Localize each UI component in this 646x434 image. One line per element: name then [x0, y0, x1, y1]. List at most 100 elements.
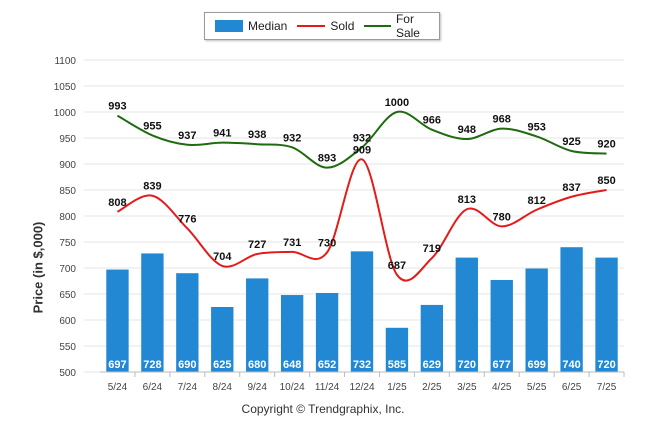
for-sale-value-label: 925 [562, 136, 580, 148]
y-tick-label: 500 [59, 368, 76, 379]
for-sale-value-label: 1000 [385, 97, 409, 109]
for-sale-value-label: 932 [283, 132, 301, 144]
legend-label-for-sale: For Sale [395, 12, 420, 40]
y-tick-label: 750 [59, 238, 76, 249]
sold-value-label: 909 [353, 144, 371, 156]
legend-item-median[interactable]: Median [215, 19, 287, 33]
y-tick-label: 1050 [54, 82, 77, 93]
median-bar [455, 257, 478, 372]
median-bar [141, 253, 164, 372]
legend: Median Sold For Sale [204, 12, 440, 40]
median-bar [280, 295, 304, 372]
for-sale-value-label: 955 [143, 120, 161, 132]
line-series [116, 110, 607, 282]
y-tick-label: 1100 [54, 56, 76, 67]
x-tick-label: 5/24 [108, 382, 128, 393]
x-tick-label: 8/24 [213, 382, 233, 393]
legend-item-for-sale[interactable]: For Sale [364, 12, 439, 40]
x-tick-label: 6/25 [562, 382, 582, 393]
median-bar [490, 279, 513, 372]
median-value-label: 677 [493, 359, 511, 371]
x-tick-label: 4/25 [492, 382, 512, 393]
median-value-label: 740 [562, 359, 580, 371]
median-value-label: 699 [527, 359, 545, 371]
legend-label-sold: Sold [330, 19, 355, 33]
x-tick-label: 6/24 [143, 382, 163, 393]
y-tick-label: 550 [59, 342, 76, 353]
median-bar [106, 269, 129, 372]
median-bar [350, 251, 374, 372]
median-bar [595, 257, 618, 372]
median-value-label: 648 [283, 359, 301, 371]
x-tick-label: 10/24 [280, 382, 305, 393]
for-sale-value-label: 938 [248, 129, 266, 141]
x-tick-label: 11/24 [315, 382, 340, 393]
y-tick-label: 650 [59, 290, 76, 301]
median-value-label: 720 [597, 359, 615, 371]
x-tick-label: 7/25 [597, 382, 617, 393]
sold-value-label: 727 [248, 239, 266, 251]
median-value-label: 697 [108, 359, 126, 371]
for-sale-value-label: 953 [527, 121, 545, 133]
sold-value-label: 704 [213, 251, 232, 263]
median-value-label: 652 [318, 359, 336, 371]
sold-value-label: 808 [108, 197, 126, 209]
y-tick-label: 900 [59, 160, 76, 171]
y-tick-label: 600 [59, 316, 76, 327]
median-value-label: 732 [353, 359, 371, 371]
for-sale-value-label: 941 [213, 128, 231, 140]
median-value-label: 625 [213, 359, 231, 371]
for-sale-swatch [364, 25, 391, 27]
sold-value-label: 813 [458, 194, 476, 206]
for-sale-value-label: 937 [178, 130, 196, 142]
y-axis: 500 550 600 650 700 750 800 850 900 950 1000 1050 11… [54, 56, 77, 379]
median-bar [420, 304, 444, 372]
x-tick-label: 12/24 [349, 382, 374, 393]
sold-value-label: 850 [597, 175, 615, 187]
for-sale-value-label: 966 [423, 115, 441, 127]
for-sale-value-label: 948 [458, 124, 476, 136]
x-tick-label: 9/24 [247, 382, 267, 393]
median-value-label: 720 [458, 359, 476, 371]
for-sale-line [116, 110, 607, 169]
sold-value-label: 719 [423, 243, 441, 255]
y-tick-label: 1000 [54, 108, 77, 119]
median-bar [385, 327, 409, 372]
sold-value-label: 837 [562, 182, 580, 194]
for-sale-value-label: 893 [318, 153, 336, 165]
for-sale-value-label: 932 [353, 132, 371, 144]
x-tick-label: 2/25 [422, 382, 442, 393]
x-tick-label: 3/25 [457, 382, 477, 393]
sold-value-label: 780 [493, 211, 511, 223]
median-bar [246, 278, 269, 372]
sold-value-label: 687 [388, 260, 406, 272]
sold-value-label: 812 [527, 195, 545, 207]
y-tick-label: 800 [59, 212, 76, 223]
for-sale-value-label: 993 [108, 101, 126, 113]
legend-item-sold[interactable]: Sold [297, 19, 354, 33]
median-bar [315, 292, 339, 372]
sold-value-label: 776 [178, 213, 196, 225]
median-bar [560, 247, 583, 372]
y-tick-label: 700 [59, 264, 76, 275]
data-labels: 697 728 690 625 680 648 652 732 585 629 720 677 699 7… [108, 97, 615, 371]
median-bars [106, 247, 618, 372]
sold-value-label: 839 [143, 181, 161, 193]
median-value-label: 680 [248, 359, 266, 371]
legend-label-median: Median [248, 19, 288, 33]
y-tick-label: 950 [59, 134, 76, 145]
median-bar [525, 268, 548, 372]
median-value-label: 585 [388, 359, 406, 371]
median-swatch [215, 20, 243, 32]
median-bar [211, 307, 234, 372]
for-sale-value-label: 920 [597, 139, 615, 151]
sold-value-label: 731 [283, 237, 301, 249]
median-value-label: 629 [423, 359, 441, 371]
sold-swatch [297, 25, 326, 27]
for-sale-value-label: 968 [493, 114, 511, 126]
sold-line [116, 158, 607, 282]
copyright-text: Copyright © Trendgraphix, Inc. [241, 402, 405, 416]
x-tick-label: 1/25 [387, 382, 407, 393]
sold-value-label: 730 [318, 237, 336, 249]
